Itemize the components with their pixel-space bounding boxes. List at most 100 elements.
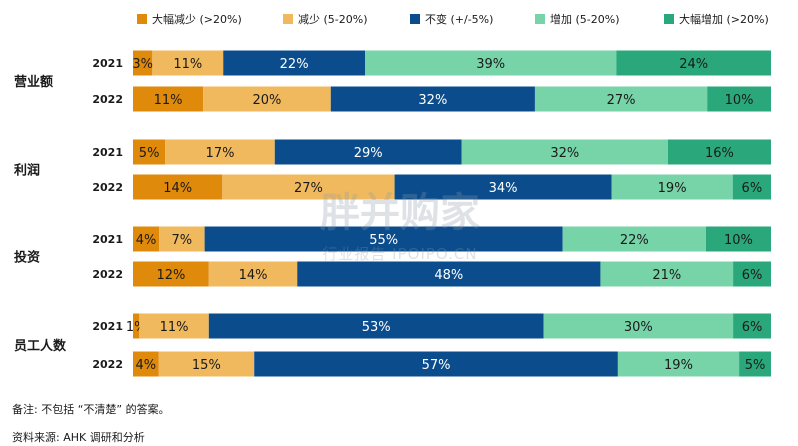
bar-segment	[705, 226, 771, 252]
bar-segment	[158, 351, 255, 377]
bar-value-label: 32%	[550, 146, 579, 161]
group-label: 投资	[14, 250, 40, 266]
bar-value-label: 24%	[679, 57, 708, 72]
bar-value-label: 34%	[489, 181, 518, 196]
bar-segment	[297, 261, 601, 287]
bar-value-label: 3%	[132, 57, 153, 72]
group-label: 员工人数	[14, 338, 67, 354]
year-label: 2022	[92, 93, 123, 106]
legend-swatch	[410, 14, 420, 24]
bar-segment	[274, 139, 462, 165]
bar-segment	[616, 50, 771, 76]
bar-value-label: 7%	[172, 233, 193, 248]
bar-value-label: 19%	[664, 358, 693, 373]
bar-value-label: 29%	[354, 146, 383, 161]
footnote-source: 资料来源: AHK 调研和分析	[12, 431, 145, 444]
bar-value-label: 10%	[725, 93, 754, 108]
bar-segment	[394, 174, 612, 200]
legend-label: 大幅减少 (>20%)	[152, 12, 242, 26]
bar-value-label: 6%	[742, 320, 763, 335]
bar-value-label: 27%	[294, 181, 323, 196]
bar-value-label: 16%	[705, 146, 734, 161]
bar-segment	[732, 174, 771, 200]
bar-segment	[133, 50, 153, 76]
bar-segment	[707, 86, 771, 112]
bar-value-label: 19%	[658, 181, 687, 196]
bar-segment	[208, 261, 298, 287]
year-label: 2022	[92, 181, 123, 194]
bar-segment	[254, 351, 618, 377]
bar-value-label: 21%	[652, 268, 681, 283]
bar-segment	[139, 313, 209, 339]
chart-legend: 大幅减少 (>20%) 减少 (5-20%) 不变 (+/-5%) 增加 (5-20%…	[137, 12, 769, 26]
legend-label: 不变 (+/-5%)	[425, 12, 493, 26]
bar-value-label: 22%	[280, 57, 309, 72]
legend-swatch	[664, 14, 674, 24]
chart-bars: 3% 11% 22% 39% 24% 11% 20% 32% 27% 10% 5% 17% 29% 32%…	[126, 50, 771, 377]
bar-value-label: 12%	[156, 268, 185, 283]
bar-segment	[152, 50, 224, 76]
bar-value-label: 39%	[476, 57, 505, 72]
year-label: 2021	[92, 320, 123, 333]
bar-segment	[203, 86, 331, 112]
bar-value-label: 4%	[136, 233, 157, 248]
bar-value-label: 11%	[173, 57, 202, 72]
bar-segment	[133, 261, 209, 287]
year-label: 2022	[92, 358, 123, 371]
bar-segment	[204, 226, 563, 252]
footnote-note: 备注: 不包括 “不清楚” 的答案。	[12, 403, 170, 416]
year-label: 2022	[92, 268, 123, 281]
bar-value-label: 55%	[369, 233, 398, 248]
bar-value-label: 20%	[253, 93, 282, 108]
bar-segment	[617, 351, 740, 377]
bar-segment	[667, 139, 771, 165]
bar-segment	[223, 50, 365, 76]
year-label: 2021	[92, 146, 123, 159]
legend-label: 增加 (5-20%)	[550, 12, 620, 26]
watermark: 胖并购家 行业报告 IPOIPO.CN	[320, 190, 480, 263]
bar-value-label: 6%	[742, 268, 763, 283]
bar-segment	[733, 261, 771, 287]
bar-segment	[133, 313, 140, 339]
bar-value-label: 57%	[422, 358, 451, 373]
bar-value-label: 48%	[434, 268, 463, 283]
bar-segment	[739, 351, 771, 377]
bar-value-label: 11%	[160, 320, 189, 335]
bar-value-label: 6%	[742, 181, 763, 196]
bar-value-label: 53%	[362, 320, 391, 335]
category-labels: 营业额 2021 2022 利润 2021 2022 投资 2021 2022 员工人数 2021 2…	[14, 57, 123, 371]
bar-value-label: 27%	[607, 93, 636, 108]
watermark-sub: 行业报告 IPOIPO.CN	[322, 245, 477, 263]
bar-value-label: 15%	[192, 358, 221, 373]
bar-segment	[534, 86, 708, 112]
year-label: 2021	[92, 233, 123, 246]
bar-value-label: 14%	[163, 181, 192, 196]
bar-value-label: 10%	[724, 233, 753, 248]
bar-segment	[208, 313, 544, 339]
bar-segment	[461, 139, 668, 165]
legend-label: 大幅增加 (>20%)	[679, 12, 769, 26]
bar-segment	[133, 351, 159, 377]
bar-segment	[133, 139, 166, 165]
bar-segment	[611, 174, 733, 200]
bar-segment	[133, 86, 204, 112]
bar-segment	[330, 86, 535, 112]
bar-value-label: 4%	[135, 358, 156, 373]
bar-segment	[159, 226, 205, 252]
bar-segment	[365, 50, 617, 76]
bar-value-label: 5%	[139, 146, 160, 161]
bar-segment	[165, 139, 275, 165]
group-label: 营业额	[14, 74, 53, 90]
bar-value-label: 30%	[624, 320, 653, 335]
bar-value-label: 14%	[239, 268, 268, 283]
bar-value-label: 17%	[206, 146, 235, 161]
bar-value-label: 5%	[745, 358, 766, 373]
bar-segment	[133, 226, 160, 252]
bar-segment	[733, 313, 771, 339]
bar-segment	[222, 174, 395, 200]
legend-swatch	[535, 14, 545, 24]
watermark-main: 胖并购家	[320, 190, 480, 236]
bar-segment	[562, 226, 706, 252]
legend-swatch	[137, 14, 147, 24]
